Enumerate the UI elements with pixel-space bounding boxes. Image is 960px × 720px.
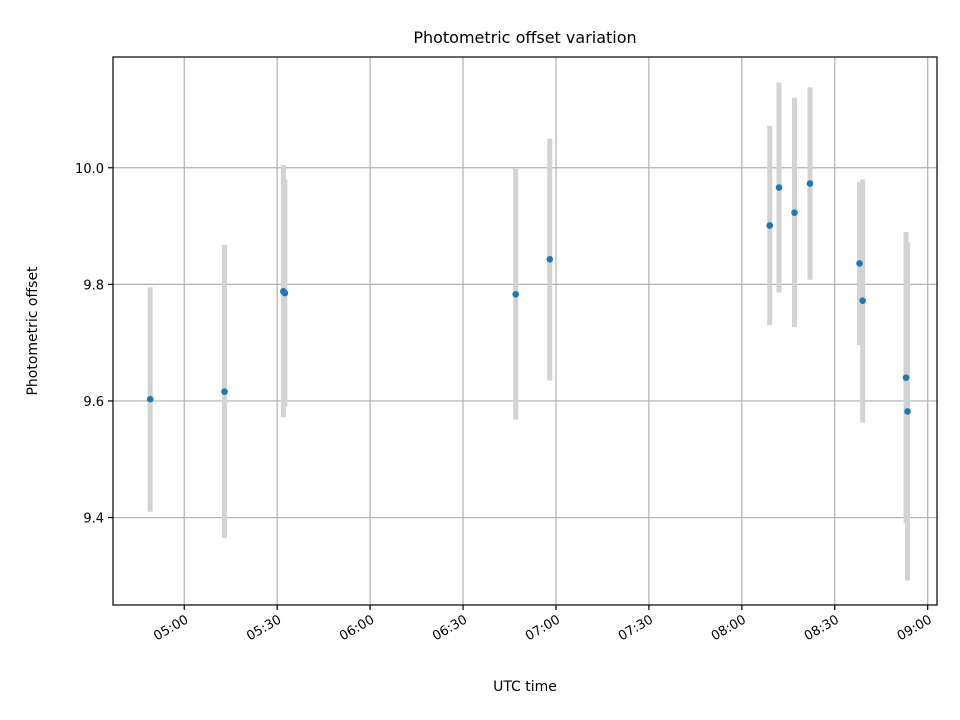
y-tick-label: 9.6 — [83, 395, 104, 410]
data-point — [775, 184, 783, 191]
data-point — [512, 290, 520, 298]
data-point — [281, 289, 289, 297]
y-tick-label: 10.0 — [75, 162, 104, 177]
data-point — [902, 374, 910, 381]
data-point — [856, 260, 863, 267]
chart-title: Photometric offset variation — [413, 28, 636, 47]
data-points — [146, 180, 911, 415]
data-point — [546, 255, 554, 263]
data-point — [904, 408, 911, 415]
data-point — [859, 297, 866, 304]
grid — [113, 57, 937, 605]
y-tick-label: 9.4 — [83, 512, 104, 527]
data-point — [221, 388, 228, 395]
y-tick-label: 9.8 — [83, 278, 104, 293]
data-point — [806, 180, 814, 187]
data-point — [766, 222, 774, 229]
plot-frame — [112, 56, 938, 606]
data-point — [146, 395, 154, 403]
data-point — [791, 209, 798, 216]
y-axis-title: Photometric offset — [25, 266, 41, 396]
x-axis-title: UTC time — [493, 679, 557, 695]
